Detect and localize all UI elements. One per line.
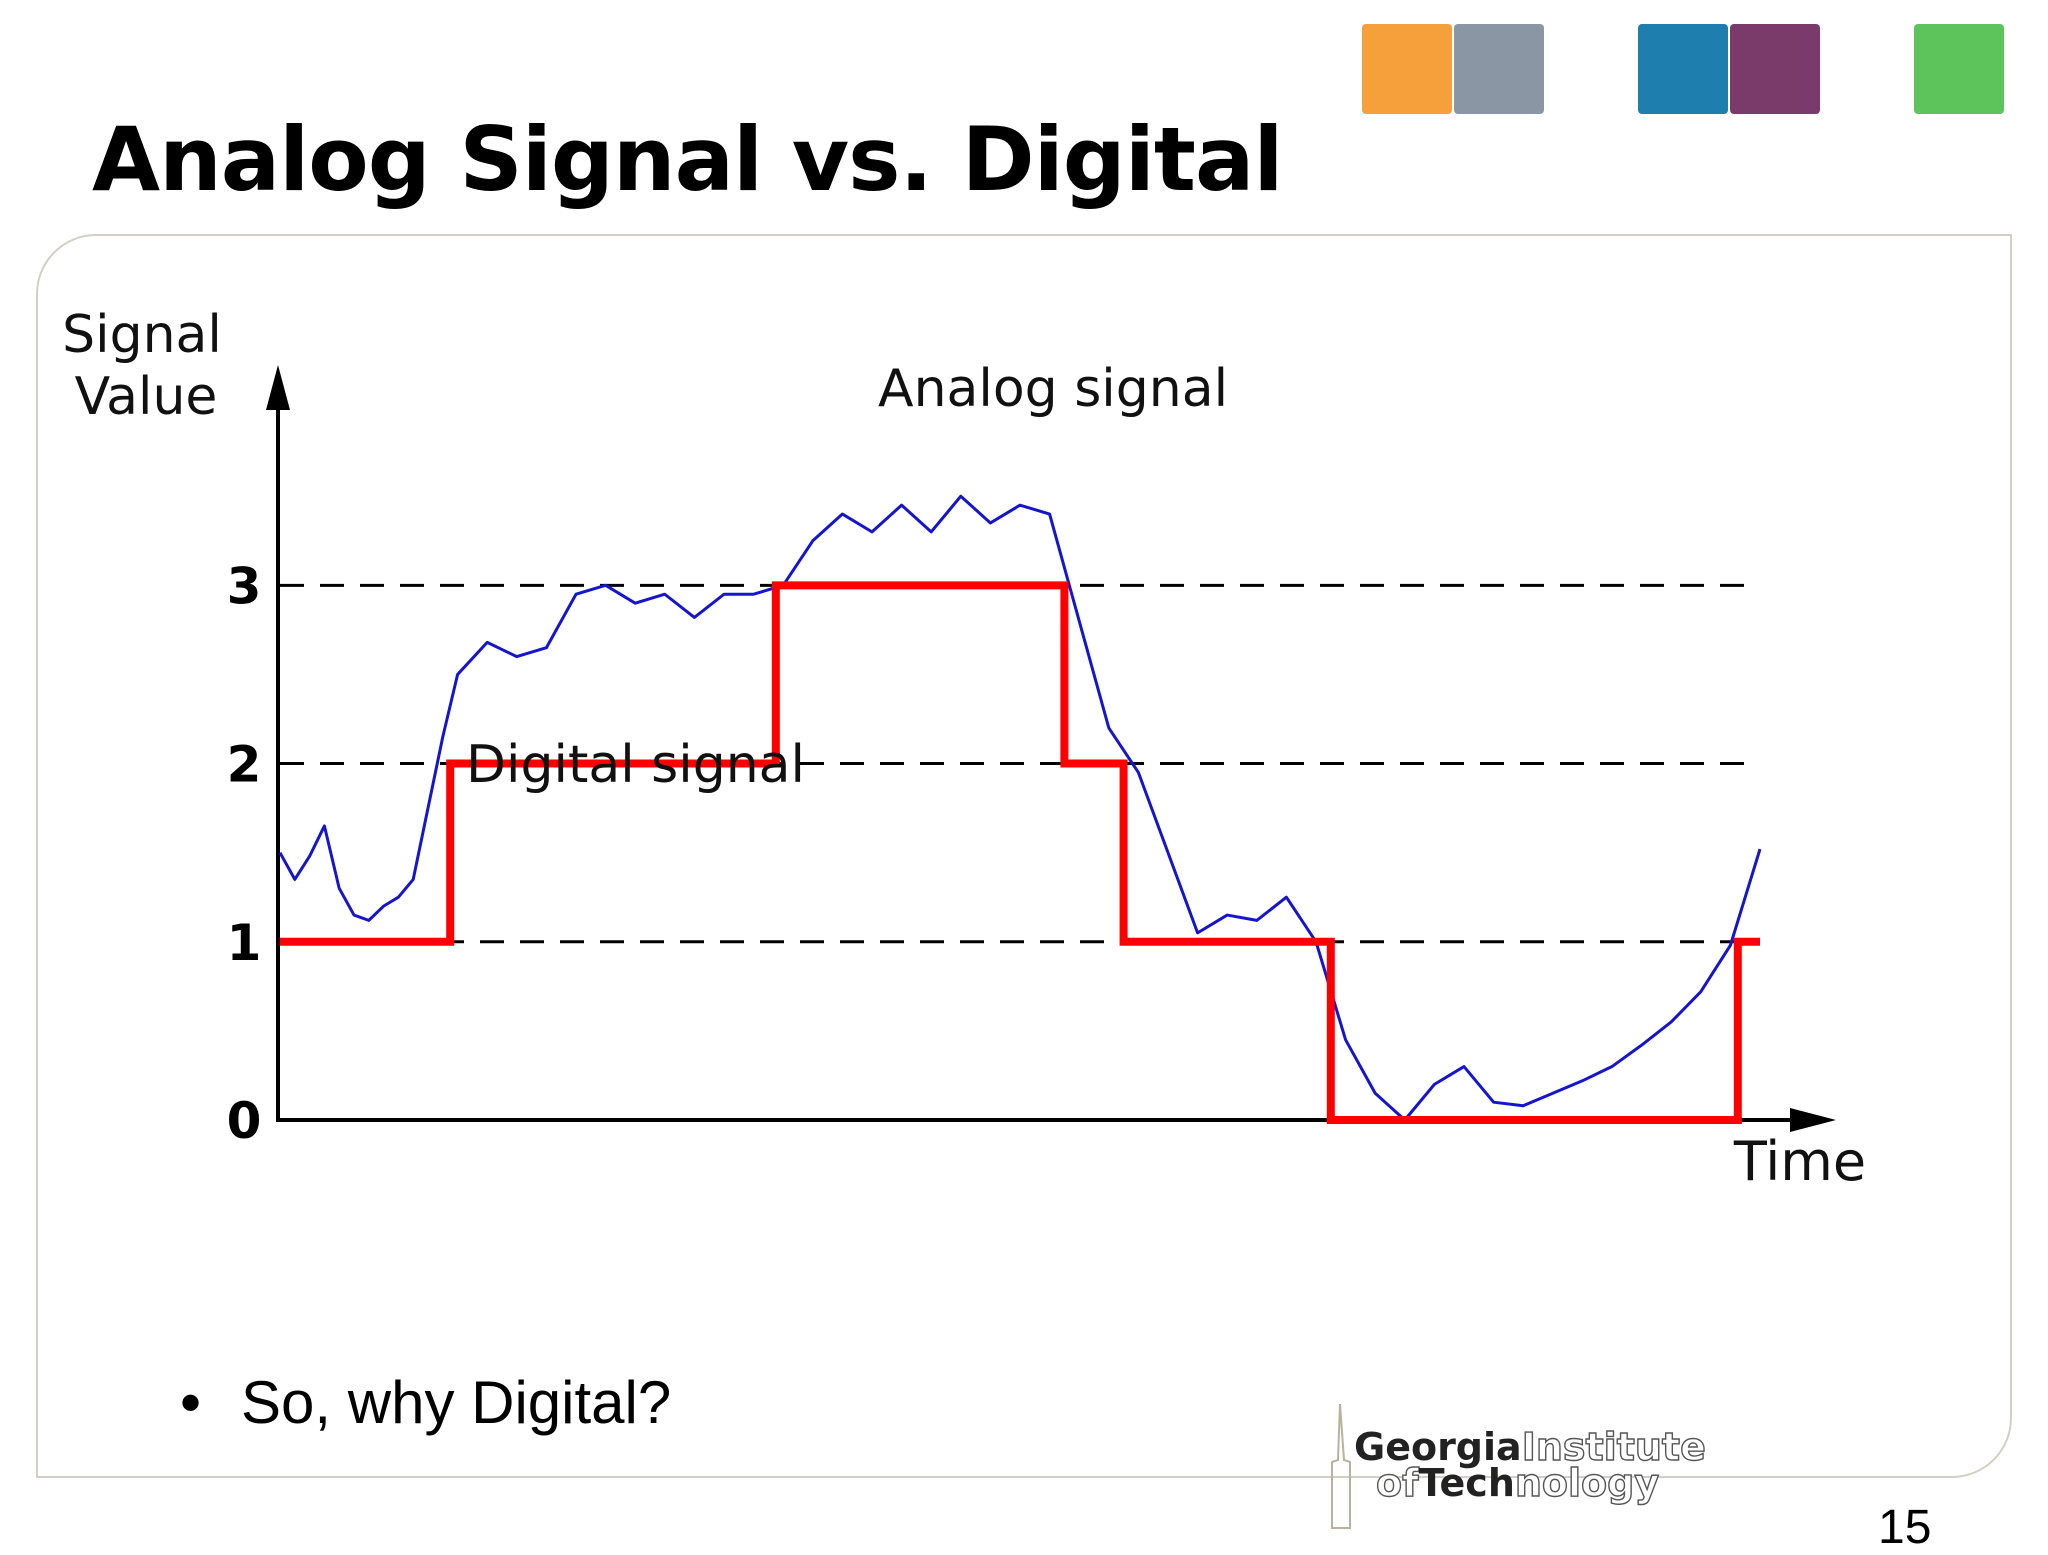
digital-series-label: Digital signal: [466, 735, 805, 795]
signal-chart: 0 1 2 3 Signal Value Time Analog signal Dig…: [62, 305, 1866, 1193]
x-axis-arrowhead: [1790, 1108, 1836, 1132]
y-tick-label-1: 1: [227, 914, 262, 972]
y-tick-label-0: 0: [227, 1092, 262, 1150]
analog-signal-line: [278, 494, 1762, 1122]
campus-photo-tile: [1454, 24, 1544, 114]
logo-georgia: Georgia: [1354, 1425, 1522, 1469]
y-tick-label-3: 3: [227, 557, 262, 615]
green-tile: [1914, 24, 2004, 114]
digital-signal-line: [280, 581, 1760, 1124]
bullet-text: So, why Digital?: [241, 1369, 672, 1436]
svg-text:GeorgiaInstitute: GeorgiaInstitute: [1354, 1425, 1706, 1469]
circuit-photo-tile: [1730, 24, 1820, 114]
logo-institute: Institute: [1522, 1425, 1706, 1469]
page-number: 15: [1878, 1501, 1932, 1554]
y-axis-label-line2: Value: [75, 367, 218, 427]
slide-content-frame: [36, 234, 2012, 1478]
slide-title: Analog Signal vs. Digital: [92, 108, 1284, 211]
bullet-item: • So, why Digital?: [180, 1368, 671, 1437]
blue-tile: [1638, 24, 1728, 114]
logo-tech: Tech: [1419, 1461, 1515, 1505]
svg-text:ofTechnology: ofTechnology: [1376, 1461, 1659, 1505]
logo-of: of: [1376, 1461, 1419, 1505]
y-axis-label-line1: Signal: [62, 305, 222, 365]
y-axis-arrowhead: [266, 365, 290, 410]
orange-tile: [1362, 24, 1452, 114]
analog-series-label: Analog signal: [878, 359, 1228, 419]
bullet-dot: •: [180, 1369, 202, 1436]
x-axis-label: Time: [1733, 1130, 1866, 1193]
logo-nology: nology: [1515, 1461, 1659, 1505]
tower-icon: [1331, 1403, 1351, 1529]
y-tick-label-2: 2: [227, 736, 262, 794]
y-tick-labels: 0 1 2 3: [227, 557, 262, 1150]
georgia-tech-logo: GeorgiaInstitute ofTechnology: [1331, 1403, 1707, 1529]
